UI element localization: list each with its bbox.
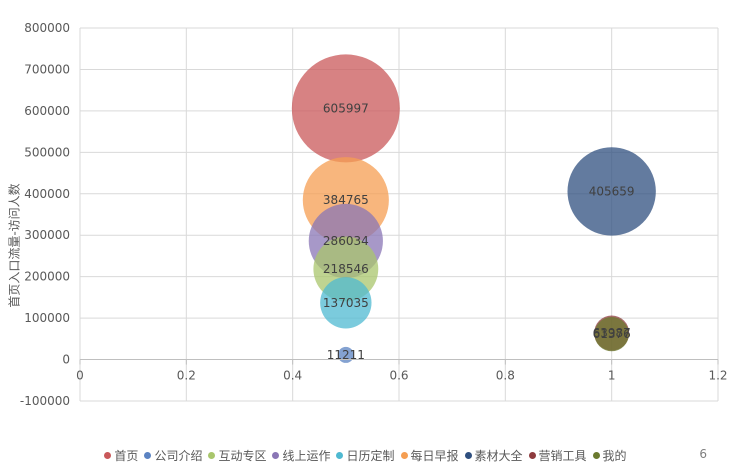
- bubble-data-label: 218546: [323, 262, 369, 276]
- legend-marker: [208, 451, 216, 459]
- x-tick-label: 1: [608, 369, 616, 383]
- bubble-data-label: 605997: [323, 101, 369, 115]
- legend-marker: [528, 451, 536, 459]
- y-tick-label: 500000: [24, 145, 70, 159]
- legend-item: 我的: [592, 447, 627, 464]
- legend-label: 线上运作: [282, 448, 331, 463]
- legend-label: 日历定制: [346, 448, 395, 463]
- x-tick-label: 0: [76, 369, 84, 383]
- legend-label: 素材大全: [474, 448, 523, 463]
- chart-bubbles: [291, 54, 656, 363]
- x-tick-label: 0.8: [496, 369, 515, 383]
- y-tick-label: 700000: [24, 62, 70, 76]
- legend-item: 线上运作: [272, 447, 330, 464]
- y-tick-label: 800000: [24, 21, 70, 35]
- legend-item: 首页: [104, 447, 138, 464]
- bubble: [320, 277, 372, 329]
- bubble: [337, 346, 354, 363]
- y-tick-label: 200000: [24, 270, 70, 284]
- legend-marker: [400, 451, 408, 459]
- legend-item: 互动专区: [208, 447, 266, 464]
- bubble-data-label: 61376: [593, 327, 631, 341]
- bubble-data-label: 63987: [593, 326, 631, 340]
- chart-axes: -100000 0 100000 200000 300000 400000 500000 60…: [20, 21, 728, 408]
- bubble-data-label: 405659: [589, 184, 635, 198]
- bubble-data-label: 384765: [323, 193, 369, 207]
- legend-label: 每日早报: [410, 448, 459, 463]
- y-axis-title: 首页入口流量-访问人数: [7, 182, 22, 308]
- legend-label: 互动专区: [218, 448, 267, 463]
- legend-marker: [336, 451, 344, 459]
- bubble: [567, 147, 656, 236]
- legend-label: 营销工具: [538, 448, 587, 463]
- bubble-data-label: 11211: [327, 348, 365, 362]
- y-tick-label: 400000: [24, 187, 70, 201]
- y-tick-label: 0: [62, 353, 70, 367]
- x-tick-label: 0.4: [283, 369, 302, 383]
- legend-item: 素材大全: [464, 447, 523, 464]
- legend-label: 公司介绍: [154, 448, 203, 463]
- legend-item: 日历定制: [336, 447, 395, 464]
- chart-grid: [79, 27, 719, 402]
- legend-marker: [464, 451, 472, 459]
- chart-legend: 首页 公司介绍 互动专区 线上运作 日历定制 每日早报 素材大全 营销工具 我的: [0, 446, 731, 464]
- bubble-data-label: 286034: [323, 234, 369, 248]
- legend-marker: [272, 451, 280, 459]
- bubble: [594, 316, 629, 352]
- y-tick-label: 300000: [24, 228, 70, 242]
- bubble: [291, 54, 400, 163]
- page-number: 6: [699, 447, 707, 461]
- x-tick-label: 1.2: [708, 369, 727, 383]
- legend-marker: [144, 451, 152, 459]
- bubble-data-label: 137035: [323, 296, 369, 310]
- bubble-chart: 605997 405659 384765 286034 218546 137035 6398…: [20, 21, 728, 408]
- y-tick-label: 100000: [24, 311, 70, 325]
- legend-item: 营销工具: [528, 447, 587, 464]
- chart-data-labels: 605997 405659 384765 286034 218546 137035 6398…: [323, 101, 635, 362]
- legend-item: 公司介绍: [144, 447, 202, 464]
- x-tick-label: 0.2: [177, 369, 196, 383]
- legend-label: 首页: [114, 448, 139, 463]
- legend-marker: [592, 451, 600, 459]
- y-tick-label: -100000: [20, 394, 70, 408]
- y-tick-label: 600000: [24, 104, 70, 118]
- legend-label: 我的: [602, 448, 627, 463]
- legend-marker: [104, 451, 112, 459]
- x-tick-label: 0.6: [389, 369, 408, 383]
- legend-item: 每日早报: [400, 447, 459, 464]
